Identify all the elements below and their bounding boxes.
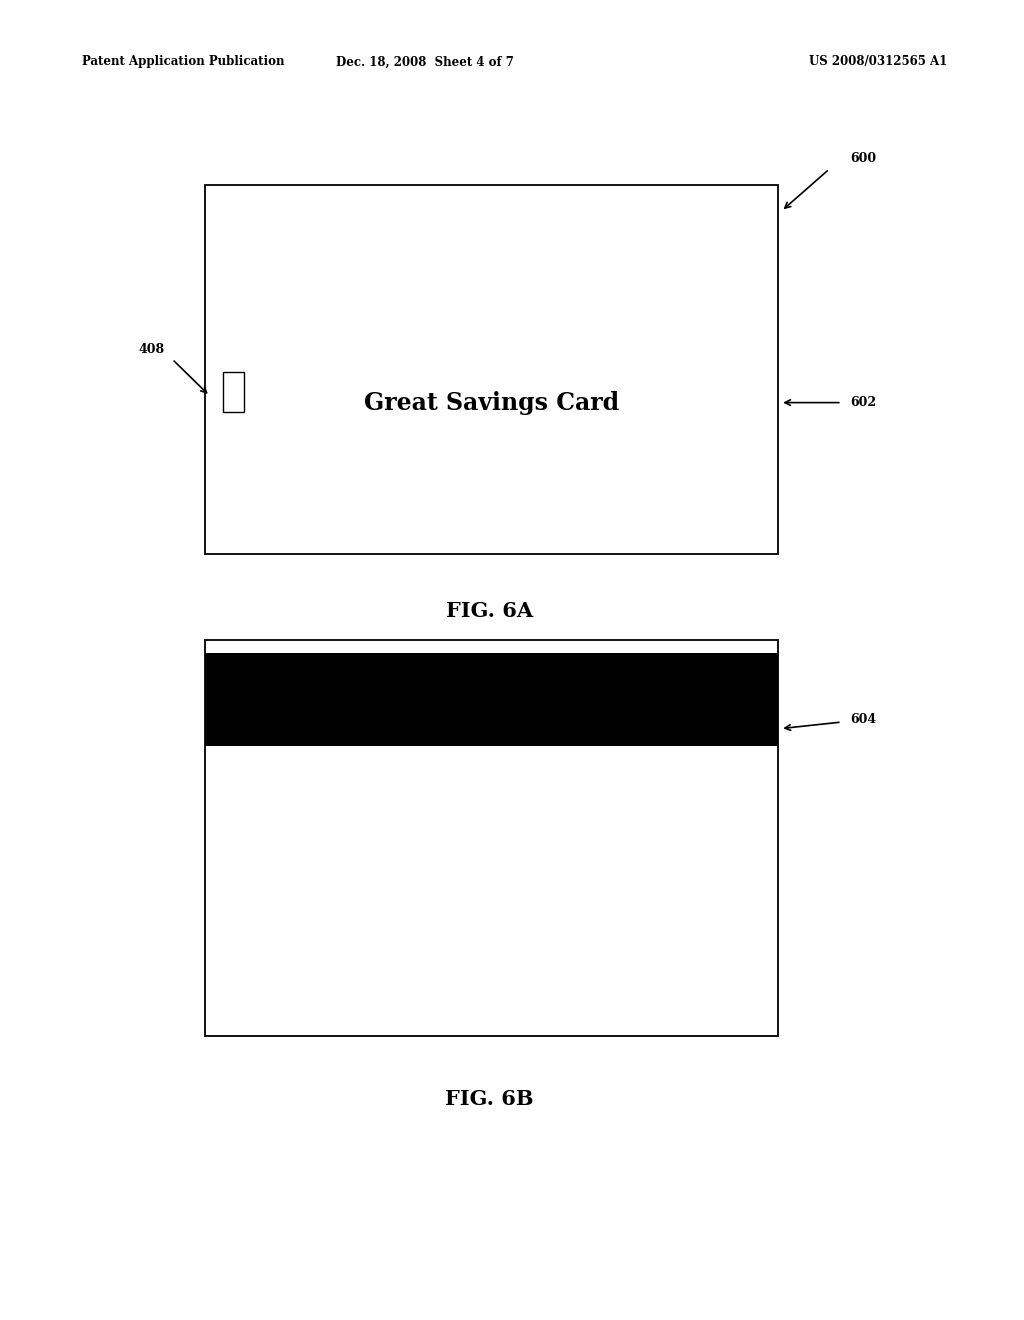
Bar	[223, 372, 244, 412]
Text: Great Savings Card: Great Savings Card	[364, 391, 620, 414]
Text: US 2008/0312565 A1: US 2008/0312565 A1	[809, 55, 947, 69]
Text: 602: 602	[850, 396, 877, 409]
Text: 600: 600	[850, 152, 877, 165]
Text: Dec. 18, 2008  Sheet 4 of 7: Dec. 18, 2008 Sheet 4 of 7	[336, 55, 514, 69]
Bar	[205, 640, 778, 1036]
Bar	[205, 185, 778, 554]
Text: FIG. 6B: FIG. 6B	[445, 1089, 534, 1109]
Text: 408: 408	[138, 343, 165, 356]
Text: FIG. 6A: FIG. 6A	[445, 601, 534, 620]
Bar	[205, 653, 778, 746]
Text: Patent Application Publication: Patent Application Publication	[82, 55, 285, 69]
Text: 604: 604	[850, 713, 877, 726]
